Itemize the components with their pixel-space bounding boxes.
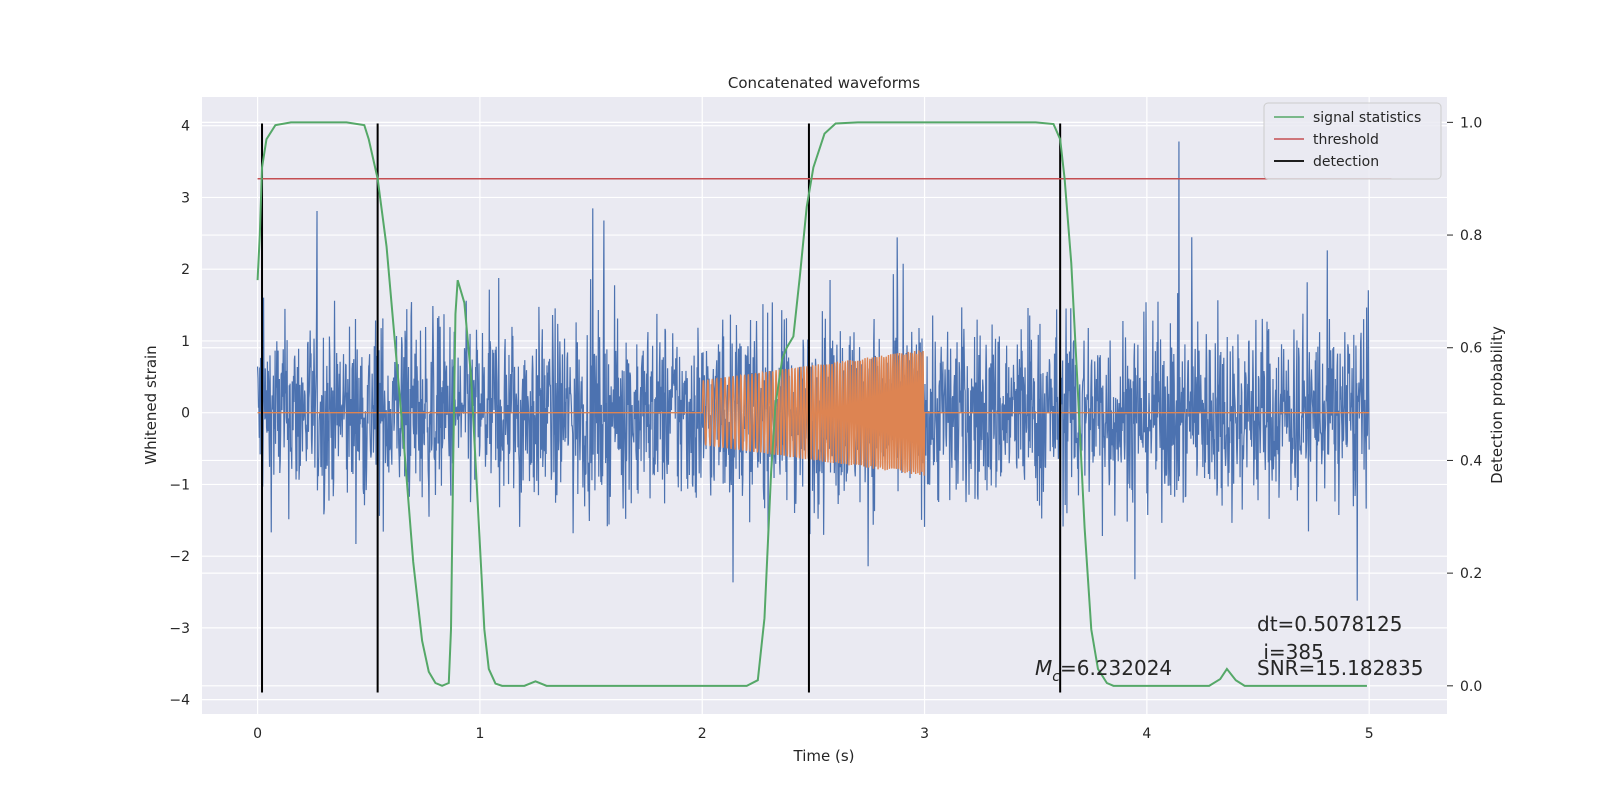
- x-tick-label: 1: [475, 726, 484, 742]
- x-tick-label: 0: [253, 726, 262, 742]
- y-tick-label: −3: [169, 621, 190, 637]
- x-tick-label: 5: [1365, 726, 1374, 742]
- y-right-tick-label: 0.0: [1460, 679, 1482, 695]
- chart-title: Concatenated waveforms: [728, 74, 920, 92]
- y-right-tick-label: 0.6: [1460, 341, 1482, 357]
- legend-label-signal-statistics: signal statistics: [1313, 110, 1421, 126]
- y-tick-label: −4: [169, 693, 190, 709]
- legend: signal statistics threshold detection: [1263, 102, 1442, 180]
- annotation-dt: dt=0.5078125: [1257, 612, 1402, 636]
- signal-statistics-line: [256, 121, 1367, 687]
- x-tick-label: 3: [920, 726, 929, 742]
- y-axis-label: Whitened strain: [142, 345, 160, 464]
- x-tick-label: 4: [1142, 726, 1151, 742]
- legend-box: [1263, 102, 1442, 180]
- y-tick-label: 1: [181, 334, 190, 350]
- svg-text:Mc=6.232024: Mc=6.232024: [1035, 656, 1172, 685]
- legend-label-threshold: threshold: [1313, 132, 1379, 148]
- annotation-mc-sub: c: [1052, 669, 1060, 685]
- y-tick-label: 0: [181, 406, 190, 422]
- y-right-tick-label: 0.4: [1460, 453, 1482, 469]
- y-tick-label: −1: [169, 477, 190, 493]
- plot-area: [256, 121, 1392, 693]
- y-tick-label: 3: [181, 190, 190, 206]
- annotation-mc-symbol: M: [1035, 656, 1052, 680]
- annotation-index: i=385: [1257, 640, 1324, 664]
- y-tick-label: −2: [169, 549, 190, 565]
- y-tick-label: 4: [181, 119, 190, 135]
- annotation-chirp-mass: Mc=6.232024: [1035, 656, 1172, 685]
- x-tick-label: 2: [698, 726, 707, 742]
- annotation-mc-value: =6.232024: [1060, 656, 1172, 680]
- y-right-tick-label: 0.8: [1460, 228, 1482, 244]
- template-series-line: [257, 350, 1370, 476]
- axis-ticks: 0 1 2 3 4 5 −4 −3 −2 −1 0 1 2 3 4 0.0 0.2 0.4 0.6 0.8 1.0: [169, 115, 1482, 742]
- y-right-tick-label: 1.0: [1460, 115, 1482, 131]
- y-right-tick-label: 0.2: [1460, 566, 1482, 582]
- annotation-snr: SNR=15.182835: [1257, 656, 1423, 680]
- x-axis-label: Time (s): [793, 747, 855, 765]
- y-tick-label: 2: [181, 262, 190, 278]
- legend-label-detection: detection: [1313, 154, 1379, 170]
- y-axis-right-label: Detection probability: [1488, 326, 1506, 484]
